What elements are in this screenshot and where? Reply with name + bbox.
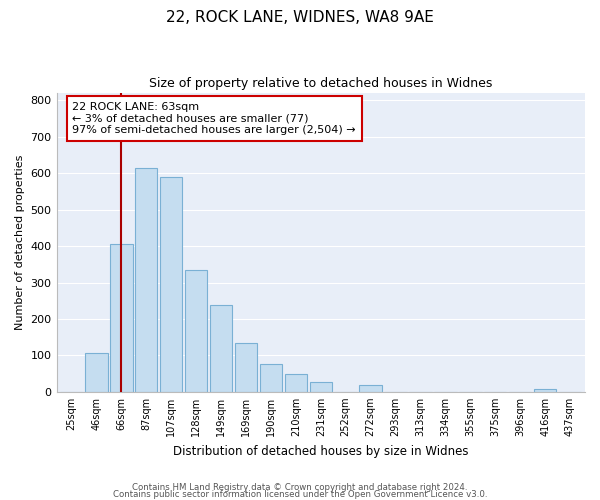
Bar xyxy=(210,306,232,392)
Bar xyxy=(85,353,107,392)
Bar xyxy=(235,342,257,392)
Bar xyxy=(284,374,307,392)
Title: Size of property relative to detached houses in Widnes: Size of property relative to detached ho… xyxy=(149,78,493,90)
Bar xyxy=(534,389,556,392)
Bar xyxy=(160,177,182,392)
Bar xyxy=(135,168,157,392)
Bar xyxy=(310,382,332,392)
Text: Contains HM Land Registry data © Crown copyright and database right 2024.: Contains HM Land Registry data © Crown c… xyxy=(132,484,468,492)
Bar xyxy=(185,270,208,392)
Bar xyxy=(260,364,282,392)
Text: 22 ROCK LANE: 63sqm
← 3% of detached houses are smaller (77)
97% of semi-detache: 22 ROCK LANE: 63sqm ← 3% of detached hou… xyxy=(73,102,356,135)
Y-axis label: Number of detached properties: Number of detached properties xyxy=(15,154,25,330)
X-axis label: Distribution of detached houses by size in Widnes: Distribution of detached houses by size … xyxy=(173,444,469,458)
Text: 22, ROCK LANE, WIDNES, WA8 9AE: 22, ROCK LANE, WIDNES, WA8 9AE xyxy=(166,10,434,25)
Bar xyxy=(359,385,382,392)
Text: Contains public sector information licensed under the Open Government Licence v3: Contains public sector information licen… xyxy=(113,490,487,499)
Bar xyxy=(110,244,133,392)
